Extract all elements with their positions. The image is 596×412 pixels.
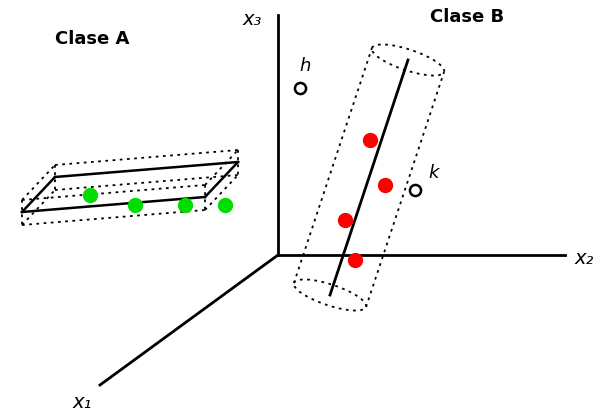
Text: Clase B: Clase B: [430, 8, 504, 26]
Text: h: h: [299, 57, 311, 75]
Text: x₁: x₁: [72, 393, 92, 412]
Text: k: k: [428, 164, 439, 182]
Text: x₃: x₃: [243, 10, 262, 29]
Text: Clase A: Clase A: [55, 30, 129, 48]
Text: x₂: x₂: [575, 248, 594, 267]
